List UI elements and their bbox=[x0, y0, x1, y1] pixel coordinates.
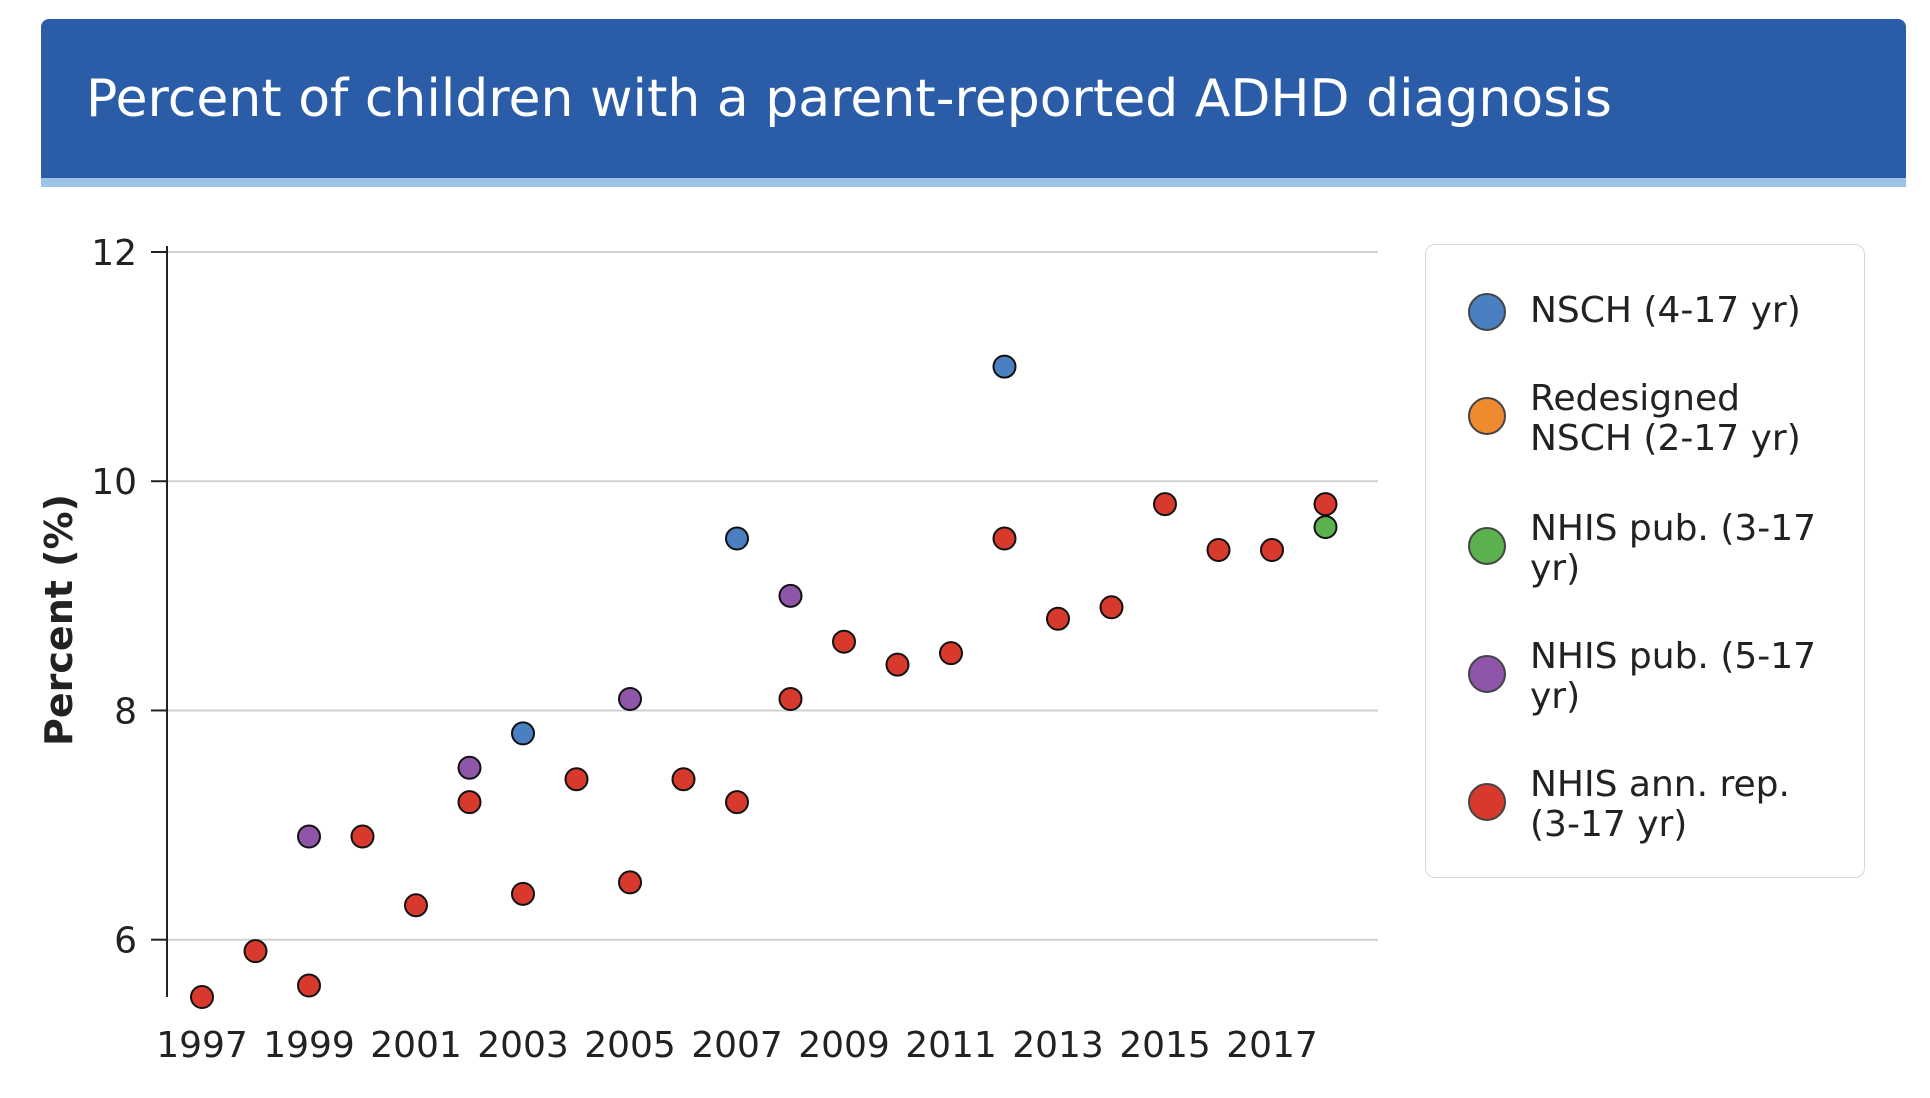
legend-marker-icon bbox=[1468, 655, 1506, 693]
data-point-s4-2018 bbox=[1313, 492, 1338, 517]
x-tick-label-2015: 2015 bbox=[1119, 1025, 1211, 1066]
data-point-s4-2015 bbox=[1153, 492, 1177, 517]
legend-label: NSCH (4-17 yr) bbox=[1530, 290, 1801, 331]
y-axis-label: Percent (%) bbox=[37, 494, 81, 746]
data-point-s4-2014 bbox=[1099, 595, 1124, 620]
data-point-s2-2018 bbox=[1313, 515, 1338, 540]
legend-label: NHIS ann. rep. (3-17 yr) bbox=[1530, 764, 1790, 845]
x-tick-label-2003: 2003 bbox=[477, 1025, 569, 1066]
x-tick-label-2017: 2017 bbox=[1226, 1025, 1318, 1066]
data-point-s4-2006 bbox=[671, 767, 696, 792]
data-point-s4-2001 bbox=[404, 893, 428, 918]
data-point-s3-2008 bbox=[778, 583, 803, 608]
x-tick-label-1999: 1999 bbox=[263, 1025, 355, 1066]
legend-marker-icon bbox=[1468, 783, 1506, 821]
legend-label: Redesigned NSCH (2-17 yr) bbox=[1530, 378, 1801, 459]
y-tick-label-12: 12 bbox=[91, 233, 137, 274]
y-tick-label-8: 8 bbox=[114, 691, 137, 732]
data-point-s4-2010 bbox=[885, 652, 910, 677]
data-point-s4-2016 bbox=[1206, 538, 1231, 562]
data-point-s4-2003 bbox=[511, 881, 535, 906]
data-point-s0-2003 bbox=[511, 721, 535, 746]
data-point-s4-2002 bbox=[457, 790, 482, 815]
data-point-s4-2017 bbox=[1260, 538, 1284, 562]
y-tick-label-10: 10 bbox=[91, 462, 137, 503]
data-point-s0-2012 bbox=[992, 354, 1017, 379]
data-point-s4-2013 bbox=[1046, 606, 1070, 631]
legend-label: NHIS pub. (5-17 yr) bbox=[1530, 636, 1817, 717]
legend-marker-icon bbox=[1468, 527, 1506, 565]
data-point-s4-2000 bbox=[350, 824, 375, 849]
data-point-s4-2004 bbox=[564, 767, 589, 792]
legend-marker-icon bbox=[1468, 397, 1506, 435]
data-point-s4-2005 bbox=[618, 870, 642, 895]
data-point-s4-2009 bbox=[832, 629, 856, 654]
legend-marker-icon bbox=[1468, 293, 1506, 331]
data-point-s4-1999 bbox=[297, 973, 321, 998]
x-tick-label-2013: 2013 bbox=[1012, 1025, 1104, 1066]
data-point-s4-1998 bbox=[243, 939, 268, 964]
legend-label: NHIS pub. (3-17 yr) bbox=[1530, 508, 1817, 589]
x-tick-label-2005: 2005 bbox=[584, 1025, 676, 1066]
x-tick-label-2007: 2007 bbox=[691, 1025, 783, 1066]
x-tick-label-2001: 2001 bbox=[370, 1025, 462, 1066]
data-point-s3-2002 bbox=[457, 755, 482, 780]
x-tick-label-2011: 2011 bbox=[905, 1025, 997, 1066]
x-tick-label-1997: 1997 bbox=[156, 1025, 248, 1066]
chart-title: Percent of children with a parent-report… bbox=[86, 69, 1612, 129]
title-bar: Percent of children with a parent-report… bbox=[41, 19, 1906, 187]
legend: NSCH (4-17 yr) Redesigned NSCH (2-17 yr) N… bbox=[1425, 244, 1865, 878]
data-point-s4-2011 bbox=[939, 641, 963, 666]
data-point-s4-1997 bbox=[190, 985, 214, 1009]
data-point-s0-2007 bbox=[725, 526, 749, 551]
x-tick-label-2009: 2009 bbox=[798, 1025, 890, 1066]
y-tick-label-6: 6 bbox=[114, 921, 137, 962]
data-point-s3-1999 bbox=[297, 824, 321, 849]
data-point-s3-2005 bbox=[618, 687, 642, 711]
data-point-s4-2008 bbox=[778, 687, 803, 711]
data-point-s4-2012 bbox=[992, 526, 1017, 551]
data-point-s4-2007 bbox=[725, 790, 749, 815]
